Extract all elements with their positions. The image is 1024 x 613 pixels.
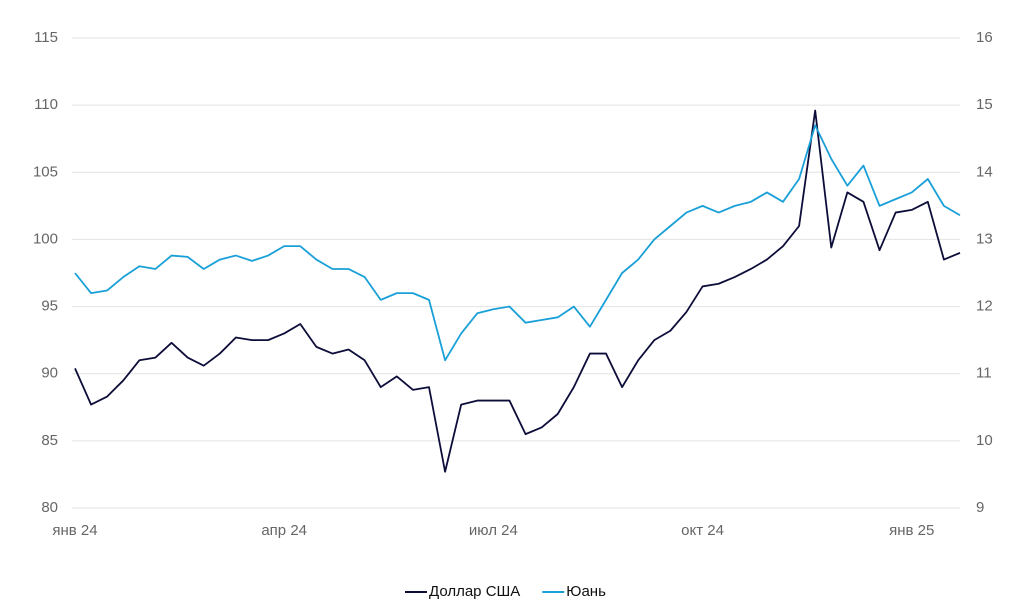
y2-tick-label: 12 — [976, 298, 993, 315]
y2-tick-label: 11 — [976, 365, 992, 382]
x-tick-label: янв 25 — [889, 522, 934, 539]
y-tick-label: 110 — [34, 96, 58, 113]
y2-tick-label: 9 — [976, 499, 984, 516]
y-tick-label: 105 — [33, 163, 58, 180]
y2-tick-label: 14 — [976, 163, 993, 180]
y-tick-label: 115 — [34, 29, 58, 46]
x-tick-label: июл 24 — [469, 522, 518, 539]
y2-tick-label: 13 — [976, 230, 993, 247]
y-tick-label: 80 — [41, 499, 58, 516]
y-tick-label: 100 — [33, 230, 58, 247]
x-tick-label: апр 24 — [261, 522, 307, 539]
legend-label: Юань — [566, 583, 606, 600]
y-tick-label: 95 — [41, 298, 58, 315]
y-tick-label: 90 — [41, 365, 58, 382]
y-tick-label: 85 — [41, 432, 58, 449]
x-tick-label: окт 24 — [681, 522, 724, 539]
series-line — [74, 124, 961, 362]
y2-tick-label: 15 — [976, 96, 993, 113]
y2-tick-label: 16 — [976, 29, 993, 46]
y2-tick-label: 10 — [976, 432, 993, 449]
x-tick-label: янв 24 — [52, 522, 97, 539]
series-line — [74, 109, 961, 473]
legend-label: Доллар США — [429, 583, 520, 600]
